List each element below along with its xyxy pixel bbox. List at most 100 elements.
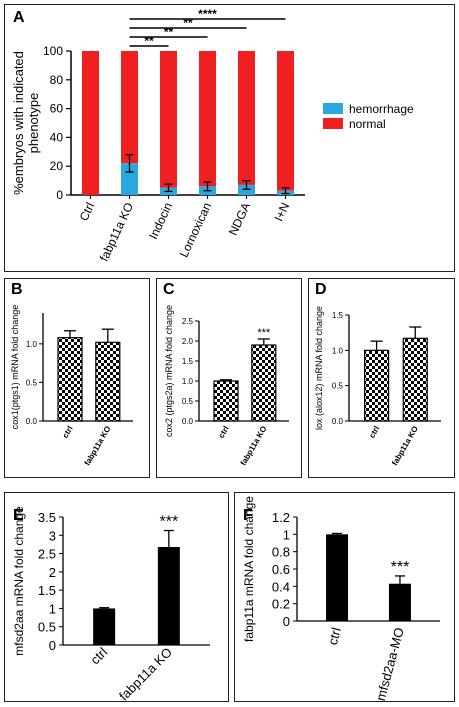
significance-label: ** bbox=[183, 16, 193, 30]
y-tick-label: 0.0 bbox=[182, 417, 194, 426]
y-tick-label: 80 bbox=[50, 73, 64, 87]
bar bbox=[326, 534, 349, 621]
bar-normal bbox=[121, 51, 138, 164]
y-axis-label-line1: %embryos with indicatedphenotype bbox=[11, 51, 41, 195]
bar bbox=[402, 337, 428, 422]
x-tick-label: I+N bbox=[271, 200, 292, 223]
panel-letter-b: B bbox=[11, 281, 23, 298]
bar-hemorrhage bbox=[238, 184, 255, 195]
panel-d: D 0.0 0.5 1.0 1.5 lox (alox12) mRNA fold cha… bbox=[308, 278, 455, 478]
x-tick-label: ctrl bbox=[217, 425, 231, 440]
y-tick-label: 0 bbox=[56, 188, 63, 202]
y-tick-label: 0.5 bbox=[38, 620, 56, 635]
bar bbox=[251, 344, 277, 422]
significance-label: *** bbox=[391, 559, 410, 576]
panel-letter-c: C bbox=[163, 281, 175, 298]
y-tick-label: 2.5 bbox=[38, 547, 56, 562]
x-tick-label: mfsd2aa-MO bbox=[373, 626, 407, 701]
x-tick-label: fabp11a KO bbox=[97, 200, 136, 263]
legend-swatch-normal bbox=[323, 118, 343, 129]
y-axis-label: mfsd2aa mRNA fold change bbox=[12, 506, 26, 656]
bar bbox=[213, 380, 239, 422]
y-tick-label: 60 bbox=[50, 102, 64, 116]
x-tick-label: fabp11a KO bbox=[390, 425, 420, 468]
legend-label-hemorrhage: hemorrhage bbox=[349, 102, 414, 116]
y-tick-label: 1.5 bbox=[182, 357, 194, 366]
x-tick-label: Indocin bbox=[146, 200, 175, 241]
y-tick-label: 0.0 bbox=[332, 417, 344, 426]
y-tick-label: 20 bbox=[50, 159, 64, 173]
y-axis-label: cox1(ptgs1) mRNA fold change bbox=[10, 305, 20, 430]
y-tick-label: 2.0 bbox=[182, 337, 194, 346]
y-tick-label: 3.5 bbox=[38, 510, 56, 525]
x-tick-label: ctrl bbox=[61, 425, 75, 440]
x-tick-label: Ctrl bbox=[77, 200, 98, 223]
panel-f: F 0 0.2 0.4 0.6 0.8 1 1.2 fabp11a mRNA fold cha… bbox=[234, 492, 455, 702]
y-tick-label: 0.4 bbox=[272, 579, 290, 594]
y-tick-label: 0.0 bbox=[26, 417, 38, 426]
y-axis-label-part: phenotype bbox=[26, 93, 41, 154]
y-tick-label: 0.8 bbox=[272, 545, 290, 560]
significance-label: *** bbox=[159, 514, 178, 531]
bar-chart-b: 0.0 0.5 1.0 cox1(ptgs1) mRNA fold change ctr… bbox=[10, 305, 133, 468]
bar-normal bbox=[199, 51, 216, 187]
bar-normal bbox=[82, 51, 99, 195]
legend-swatch-hemorrhage bbox=[323, 103, 343, 114]
y-tick-label: 1.5 bbox=[332, 311, 344, 320]
significance-label: ** bbox=[144, 34, 154, 48]
bar-hemorrhage bbox=[121, 163, 138, 195]
y-tick-label: 3 bbox=[49, 528, 56, 543]
bar bbox=[388, 583, 411, 621]
y-tick-label: 2 bbox=[49, 565, 56, 580]
x-tick-label: ctrl bbox=[87, 644, 110, 667]
bar-normal bbox=[238, 51, 255, 185]
y-tick-label: 1 bbox=[283, 527, 290, 542]
significance-label: ** bbox=[164, 25, 174, 39]
x-tick-label: fabp11a KO bbox=[116, 645, 175, 701]
panel-c: C 0.0 0.5 1.0 1.5 2.0 2.5 cox2 (ptgs2a) mRNA f… bbox=[156, 278, 302, 478]
bar-chart-c: 0.0 0.5 1.0 1.5 2.0 2.5 cox2 (ptgs2a) mRNA fol… bbox=[164, 305, 289, 468]
y-tick-label: 0.6 bbox=[272, 562, 290, 577]
bar bbox=[93, 608, 116, 645]
panel-b: B 0.0 0.5 1.0 cox1(ptgs1) mRNA fold change c… bbox=[4, 278, 150, 478]
significance-label: **** bbox=[198, 7, 217, 21]
bar bbox=[95, 341, 121, 422]
panel-letter-a: A bbox=[13, 9, 25, 26]
x-tick-label: ctrl bbox=[325, 626, 344, 647]
y-tick-label: 1.5 bbox=[38, 583, 56, 598]
y-axis-label-part: %embryos with indicated bbox=[11, 51, 26, 195]
panel-letter-f: F bbox=[243, 507, 253, 524]
panel-letter-d: D bbox=[315, 281, 327, 298]
bar bbox=[157, 546, 180, 645]
panel-a: A 0 20 40 60 80 100 %embryos with indicatedphe… bbox=[4, 4, 455, 272]
y-tick-label: 0 bbox=[283, 614, 290, 629]
y-axis-label: cox2 (ptgs2a) mRNA fold change bbox=[164, 305, 174, 437]
y-tick-label: 100 bbox=[43, 44, 63, 58]
significance-label: *** bbox=[257, 327, 271, 339]
y-tick-label: 2.5 bbox=[182, 317, 194, 326]
y-tick-label: 0 bbox=[49, 638, 56, 653]
panel-letter-e: E bbox=[13, 507, 24, 524]
y-tick-label: 1.2 bbox=[272, 510, 290, 525]
bar-chart-f: 0 0.2 0.4 0.6 0.8 1 1.2 fabp11a mRNA fold chang… bbox=[242, 496, 440, 701]
x-tick-label: fabp11a KO bbox=[239, 425, 269, 468]
y-tick-label: 40 bbox=[50, 130, 64, 144]
y-axis-label: lox (alox12) mRNA fold change bbox=[314, 306, 324, 430]
x-tick-label: NDGA bbox=[226, 200, 253, 237]
y-tick-label: 1 bbox=[49, 601, 56, 616]
y-tick-label: 1.0 bbox=[26, 340, 38, 349]
y-tick-label: 0.5 bbox=[26, 378, 38, 387]
y-tick-label: 0.5 bbox=[182, 397, 194, 406]
bar-normal bbox=[277, 51, 294, 191]
x-tick-label: Lornoxican bbox=[177, 200, 215, 259]
y-axis-label: fabp11a mRNA fold change bbox=[242, 496, 256, 642]
bar-chart-d: 0.0 0.5 1.0 1.5 lox (alox12) mRNA fold chang… bbox=[314, 306, 441, 468]
y-tick-label: 0.5 bbox=[332, 382, 344, 391]
legend-label-normal: normal bbox=[349, 117, 386, 131]
bar bbox=[57, 337, 83, 422]
x-tick-label: fabp11a KO bbox=[83, 425, 113, 468]
panel-e: E 0 0.5 1 1.5 2 2.5 3 3.5 mfsd2aa mRNA fold chan… bbox=[4, 492, 229, 702]
y-tick-label: 1.0 bbox=[182, 377, 194, 386]
bar-chart-e: 0 0.5 1 1.5 2 2.5 3 3.5 mfsd2aa mRNA fold change… bbox=[12, 506, 210, 701]
